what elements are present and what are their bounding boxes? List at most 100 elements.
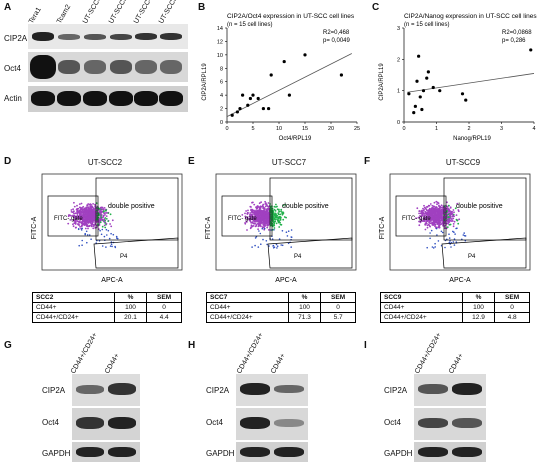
data-point xyxy=(241,93,245,97)
y-axis-label: CIP2A/RPL19 xyxy=(379,63,385,101)
data-point xyxy=(248,96,252,101)
data-point xyxy=(460,92,465,96)
blot-strip-cip2a xyxy=(28,24,188,49)
lane-label: UT-SCC65 xyxy=(81,0,105,25)
x-tick-label: 25 xyxy=(354,126,360,132)
lane-label: CD44+ xyxy=(103,352,121,375)
data-point xyxy=(269,73,273,77)
double-positive-gate xyxy=(95,177,179,241)
x-tick-label: 0 xyxy=(402,126,405,132)
data-point xyxy=(303,53,307,57)
gate-label: double positive xyxy=(282,203,329,210)
blot-strip-cip2a xyxy=(72,374,140,406)
panel-label-e: E xyxy=(188,156,195,167)
x-tick-label: 0 xyxy=(225,126,228,132)
x-axis-label: APC-A xyxy=(449,277,471,284)
x-tick-label: 15 xyxy=(302,126,308,132)
data-point xyxy=(282,59,286,64)
gate-label: double positive xyxy=(456,203,503,210)
x-tick-label: 20 xyxy=(328,126,334,132)
facs-plot-f: FITC- gate double positive P4 APC-A FITC… xyxy=(379,173,531,284)
blot-strip-gapdh xyxy=(72,442,140,462)
trend-line xyxy=(226,53,352,117)
y-tick-label: 4 xyxy=(220,93,223,99)
blot-strip-actin xyxy=(28,86,188,112)
y-tick-label: 2 xyxy=(220,107,223,113)
panel-label-a: A xyxy=(4,2,12,13)
row-label-oct4: Oct4 xyxy=(384,418,401,427)
lane-label: CD44+/CD24+ xyxy=(69,331,99,375)
data-point xyxy=(246,103,250,107)
data-point xyxy=(238,106,242,111)
data-point xyxy=(287,93,291,97)
row-label-cip2a: CIP2A xyxy=(384,386,408,395)
data-point xyxy=(267,106,271,111)
y-tick-label: 12 xyxy=(217,39,223,45)
y-tick-label: 0 xyxy=(220,120,223,126)
data-point xyxy=(431,85,435,90)
facs-plot-d: FITC- gate double positive P4 APC-A FITC… xyxy=(31,173,183,284)
blot-strip-cip2a xyxy=(236,374,308,406)
x-axis-label: Nanog/RPL19 xyxy=(453,136,491,142)
chart-title: CIP2A/Nanog expression in UT-SCC cell li… xyxy=(404,13,537,20)
data-point xyxy=(230,113,234,117)
row-label-oct4: Oct4 xyxy=(42,418,59,427)
lane-label: UT-SCC50 xyxy=(107,0,131,25)
panel-label-g: G xyxy=(4,340,12,351)
x-tick-label: 1 xyxy=(435,126,438,132)
blot-strip-gapdh xyxy=(414,442,486,462)
y-axis-label: FITC-A xyxy=(205,216,212,239)
data-point xyxy=(235,110,239,114)
lane-label: Tcam2 xyxy=(55,3,73,26)
lane-label: UT-SCC40 xyxy=(132,0,156,25)
y-axis-label: FITC-A xyxy=(31,216,38,239)
facs-title: UT-SCC9 xyxy=(445,158,481,167)
data-point xyxy=(339,73,343,77)
row-label-cip2a: CIP2A xyxy=(42,386,66,395)
blot-strip-gapdh xyxy=(236,442,308,462)
x-axis-label: Oct4/RPL19 xyxy=(279,136,312,142)
data-point xyxy=(261,106,265,111)
data-point xyxy=(251,93,255,97)
scatter-chart-c: CIP2A/Nanog expression in UT-SCC cell li… xyxy=(379,13,537,142)
x-tick-label: 3 xyxy=(500,126,503,132)
data-point xyxy=(256,96,260,101)
blot-strip-cip2a xyxy=(414,374,486,406)
stats-table-e: SCC7% SEM CD44+ 100 0 CD44+/CD24+ 71.3 5.7 xyxy=(206,292,356,323)
data-point xyxy=(426,70,430,74)
y-tick-label: 6 xyxy=(220,80,223,86)
row-label-cip2a: CIP2A xyxy=(206,386,230,395)
data-point xyxy=(464,98,468,102)
row-label-oct4: Oct4 xyxy=(206,418,223,427)
lane-label: CD44+/CD24+ xyxy=(235,331,265,375)
gate-label: FITC- gate xyxy=(402,216,431,222)
x-axis-label: APC-A xyxy=(275,277,297,284)
y-tick-label: 2 xyxy=(397,57,400,63)
x-tick-label: 10 xyxy=(276,126,282,132)
row-label-actin: Actin xyxy=(4,94,22,103)
blot-strip-oct4 xyxy=(72,408,140,440)
trend-line xyxy=(407,73,535,93)
lane-label: Tera1 xyxy=(27,6,43,25)
data-point xyxy=(417,54,421,58)
y-axis-label: FITC-A xyxy=(379,216,386,239)
panel-label-c: C xyxy=(372,2,380,13)
lane-label: CD44+ xyxy=(447,352,465,375)
panel-label-i: I xyxy=(364,340,367,351)
gate-label: P4 xyxy=(294,254,302,260)
stats-table-d: SCC2% SEM CD44+ 100 0 CD44+/CD24+ 20.1 4.4 xyxy=(32,292,182,323)
r2-label: R2=0,0868 xyxy=(502,30,532,36)
panel-label-f: F xyxy=(364,156,371,167)
data-point xyxy=(420,107,424,112)
p4-gate xyxy=(93,237,179,269)
facs-plot-e: FITC- gate double positive P4 APC-A FITC… xyxy=(205,173,357,284)
scatter-chart-b: CIP2A/Oct4 expression in UT-SCC cell lin… xyxy=(202,13,360,142)
data-point xyxy=(412,111,416,115)
chart-subtitle: (n = 15 cell lines) xyxy=(404,22,450,28)
data-point xyxy=(407,92,411,96)
data-point xyxy=(425,76,429,80)
lane-label: CD44+/CD24+ xyxy=(413,331,443,375)
row-label-gapdh: GAPDH xyxy=(206,449,235,458)
blot-strip-oct4 xyxy=(414,408,486,440)
data-point xyxy=(438,89,442,93)
